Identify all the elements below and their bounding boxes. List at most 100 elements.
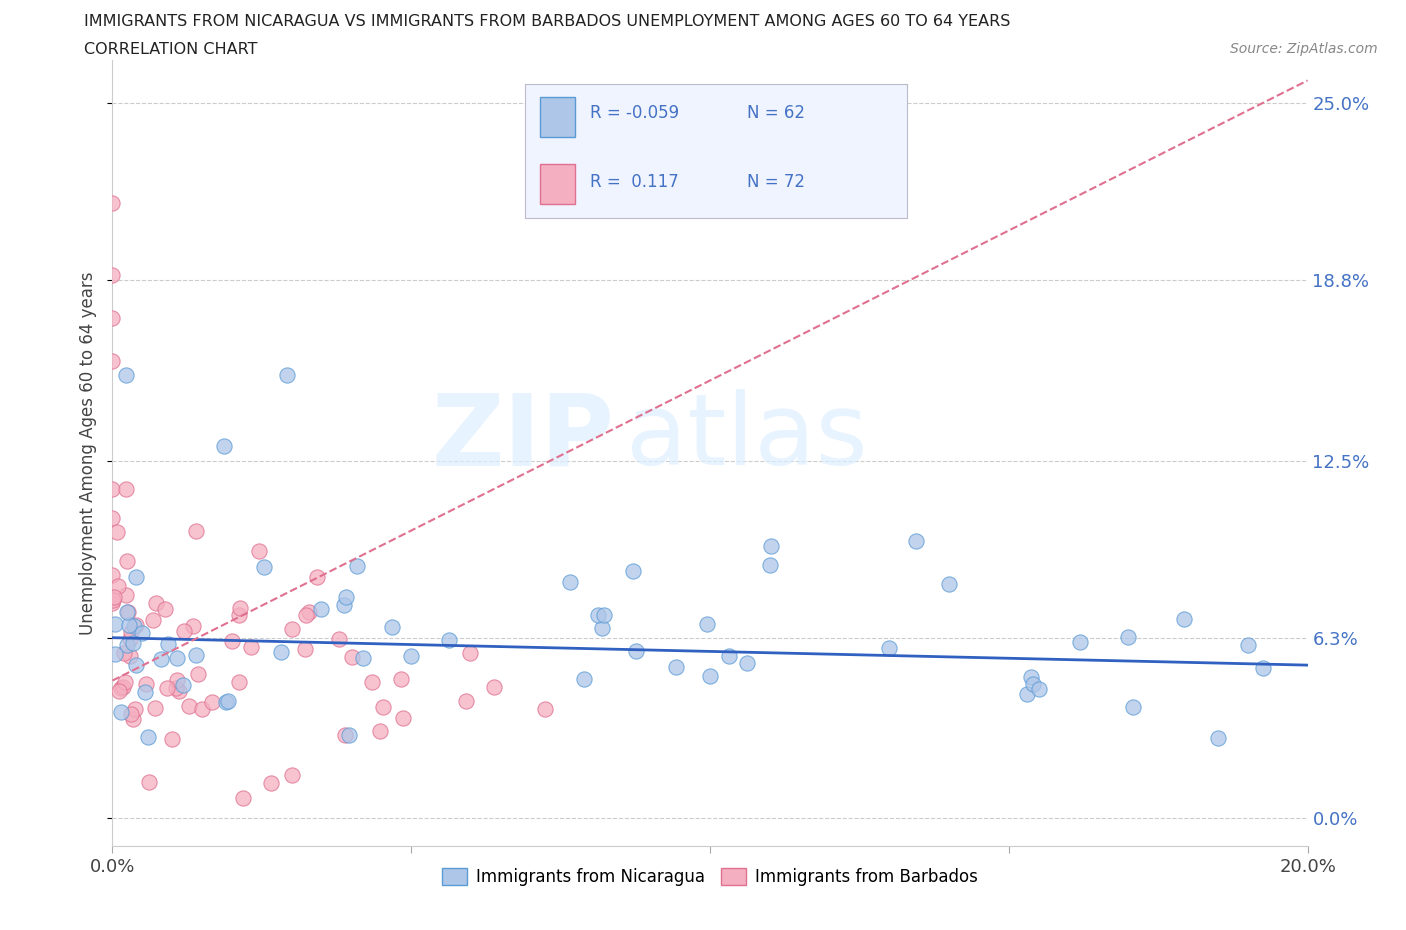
Point: [101, 353, 124, 368]
Point: [150, 651, 173, 666]
Point: [105, 525, 128, 539]
Y-axis label: Unemployment Among Ages 60 to 64 years: Unemployment Among Ages 60 to 64 years: [79, 272, 97, 635]
Point: [1028, 682, 1050, 697]
Point: [281, 767, 304, 782]
Point: [624, 644, 647, 658]
Point: [337, 727, 360, 742]
Point: [328, 631, 350, 646]
Point: [239, 640, 262, 655]
Point: [333, 598, 356, 613]
Point: [217, 694, 239, 709]
Point: [586, 607, 609, 622]
Point: [717, 649, 740, 664]
Point: [108, 684, 131, 698]
Legend: Immigrants from Nicaragua, Immigrants from Barbados: Immigrants from Nicaragua, Immigrants fr…: [436, 861, 984, 893]
Text: CORRELATION CHART: CORRELATION CHART: [84, 42, 257, 57]
Point: [104, 617, 127, 631]
Point: [381, 620, 404, 635]
Point: [166, 673, 188, 688]
Point: [1022, 676, 1045, 691]
Point: [125, 569, 148, 584]
Point: [389, 671, 412, 686]
Point: [904, 533, 927, 548]
Point: [938, 577, 960, 591]
Point: [101, 593, 124, 608]
Point: [215, 695, 238, 710]
Point: [101, 596, 124, 611]
Point: [439, 632, 461, 647]
Point: [117, 604, 139, 619]
Point: [281, 621, 304, 636]
Point: [1237, 637, 1260, 652]
Point: [131, 626, 153, 641]
Point: [307, 569, 329, 584]
Point: [138, 774, 160, 789]
Point: [1251, 660, 1274, 675]
Point: [103, 590, 125, 604]
Point: [591, 620, 613, 635]
Point: [120, 625, 142, 640]
Point: [253, 560, 276, 575]
Point: [370, 724, 392, 738]
Point: [297, 604, 319, 619]
Point: [122, 618, 145, 633]
Point: [696, 617, 718, 631]
Point: [1021, 670, 1043, 684]
Point: [156, 680, 179, 695]
Point: [101, 482, 124, 497]
Point: [1118, 630, 1140, 644]
Point: [534, 701, 557, 716]
Point: [621, 564, 644, 578]
Point: [167, 684, 190, 698]
Point: [232, 790, 254, 805]
Point: [309, 602, 332, 617]
Point: [187, 666, 209, 681]
Point: [191, 701, 214, 716]
Point: [145, 595, 167, 610]
Point: [115, 588, 138, 603]
Point: [117, 618, 139, 632]
Point: [121, 635, 143, 650]
Text: ZIP: ZIP: [432, 389, 614, 486]
Point: [1206, 731, 1229, 746]
Point: [101, 511, 124, 525]
Point: [247, 543, 270, 558]
Point: [142, 613, 165, 628]
Point: [117, 637, 139, 652]
Point: [173, 624, 195, 639]
Point: [101, 196, 124, 211]
Point: [107, 579, 129, 594]
Point: [456, 694, 478, 709]
Point: [136, 729, 159, 744]
Point: [104, 646, 127, 661]
Point: [460, 645, 482, 660]
Point: [333, 727, 356, 742]
Point: [114, 674, 136, 689]
Point: [186, 647, 208, 662]
Point: [761, 538, 783, 553]
Point: [134, 685, 156, 700]
Text: atlas: atlas: [627, 389, 868, 486]
Point: [162, 732, 183, 747]
Point: [172, 678, 194, 693]
Point: [346, 559, 368, 574]
Point: [114, 367, 136, 382]
Point: [572, 671, 595, 686]
Point: [121, 711, 143, 726]
Point: [759, 558, 782, 573]
Point: [482, 679, 505, 694]
Point: [201, 695, 224, 710]
Point: [228, 607, 250, 622]
Point: [592, 607, 614, 622]
Text: Source: ZipAtlas.com: Source: ZipAtlas.com: [1230, 42, 1378, 56]
Point: [120, 707, 142, 722]
Point: [1015, 686, 1038, 701]
Point: [229, 601, 252, 616]
Point: [294, 642, 316, 657]
Point: [1173, 611, 1195, 626]
Point: [157, 637, 180, 652]
Point: [699, 668, 721, 683]
Point: [125, 618, 148, 632]
Point: [1122, 699, 1144, 714]
Point: [166, 651, 188, 666]
